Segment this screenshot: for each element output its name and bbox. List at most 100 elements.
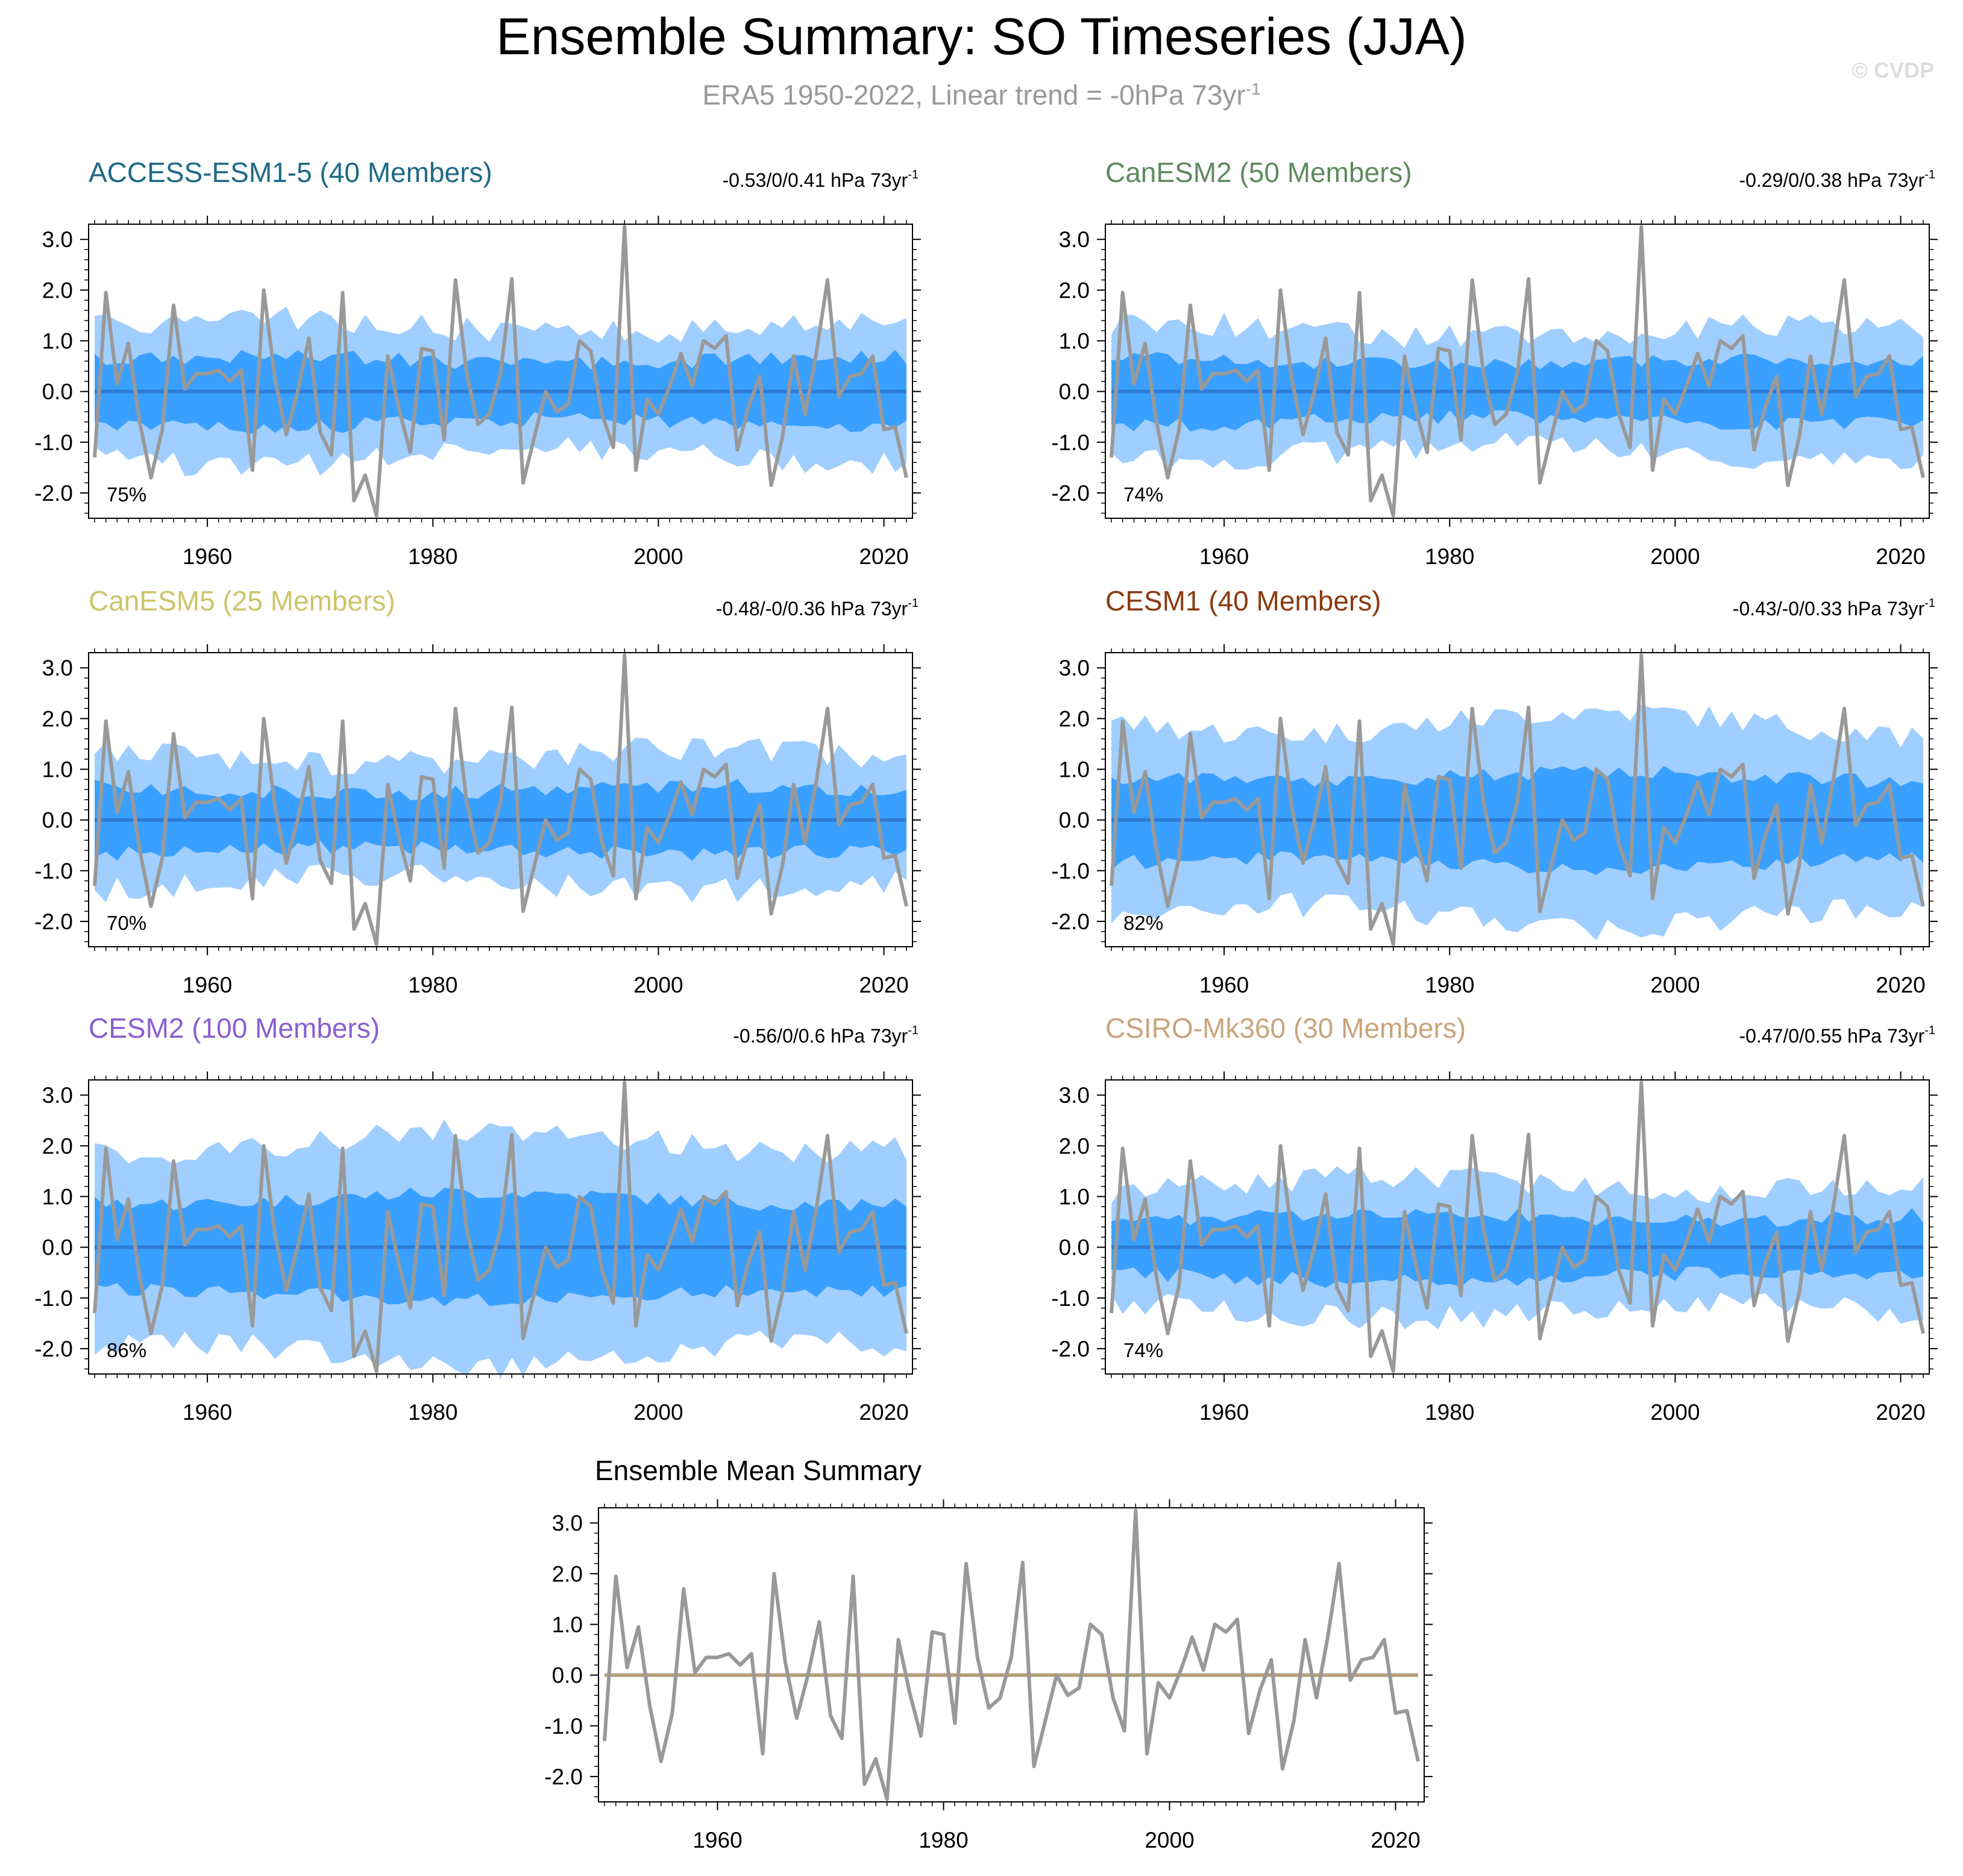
y-tick-label: 2.0 — [1059, 278, 1090, 303]
x-tick-label: 1980 — [919, 1828, 968, 1852]
y-tick-label: 3.0 — [552, 1511, 583, 1536]
observed-series-line — [93, 653, 908, 946]
y-tick-label: -1.0 — [34, 430, 73, 455]
y-tick-label: -1.0 — [1051, 1286, 1090, 1311]
plot-frame-top — [88, 1079, 913, 1375]
panel-percent: 86% — [107, 1339, 146, 1361]
plot-frame-top — [88, 652, 913, 947]
y-tick-label: -2.0 — [34, 481, 73, 506]
y-tick-label: -2.0 — [34, 909, 73, 934]
x-tick-label: 2020 — [1876, 544, 1925, 569]
plot-frame-top — [1105, 652, 1930, 947]
ensemble-panel: CESM1 (40 Members) -0.43/-0/0.33 hPa 73yr… — [1051, 585, 1938, 997]
panel-percent: 82% — [1123, 912, 1163, 934]
trend-text: -0.48/-0/0.36 hPa 73yr — [716, 598, 908, 620]
panel-title: CESM2 (100 Members) — [89, 1012, 380, 1044]
y-tick-label: 1.0 — [1059, 329, 1090, 354]
y-tick-label: 3.0 — [42, 227, 73, 252]
ensemble-panel: CanESM5 (25 Members) -0.48/-0/0.36 hPa 73… — [34, 585, 921, 997]
x-tick-label: 2000 — [1650, 1400, 1700, 1425]
y-tick-label: 2.0 — [42, 706, 73, 731]
y-tick-label: 0.0 — [1059, 808, 1090, 833]
y-tick-label: -1.0 — [1051, 859, 1090, 883]
y-tick-label: 1.0 — [1059, 758, 1090, 782]
observed-series-line — [93, 225, 908, 518]
x-tick-label: 2020 — [1876, 1400, 1925, 1425]
y-tick-label: 0.0 — [42, 380, 73, 404]
plot-frame-top — [1105, 224, 1930, 519]
ensemble-panel: CESM2 (100 Members) -0.56/0/0.6 hPa 73yr-… — [34, 1012, 921, 1425]
plot-frame-top — [1105, 1079, 1930, 1375]
y-tick-label: 3.0 — [1059, 656, 1090, 680]
trend-superscript: -1 — [1924, 168, 1935, 181]
plot-frame-top — [88, 224, 913, 519]
y-tick-label: -1.0 — [34, 859, 73, 883]
x-tick-label: 1980 — [408, 544, 457, 569]
x-tick-label: 1960 — [183, 1400, 232, 1425]
y-tick-label: -2.0 — [1051, 909, 1090, 934]
observed-series-line — [93, 1081, 908, 1373]
x-tick-label: 1980 — [408, 1400, 457, 1425]
y-tick-label: -2.0 — [1051, 1337, 1090, 1361]
observed-series-line — [1110, 1081, 1925, 1373]
x-tick-label: 2020 — [859, 544, 908, 569]
trend-superscript: -1 — [908, 597, 919, 610]
y-tick-label: 2.0 — [1059, 1134, 1090, 1158]
ensemble-panel: ACCESS-ESM1-5 (40 Members) -0.53/0/0.41 h… — [34, 157, 921, 569]
panel-trend: -0.29/0/0.38 hPa 73yr-1 — [1739, 168, 1935, 191]
x-tick-label: 1980 — [1425, 1400, 1474, 1425]
x-tick-label: 1980 — [408, 973, 457, 997]
y-tick-label: 3.0 — [42, 656, 73, 680]
panel-trend: -0.48/-0/0.36 hPa 73yr-1 — [716, 597, 919, 620]
y-tick-label: 3.0 — [1059, 227, 1090, 252]
y-tick-label: -2.0 — [34, 1337, 73, 1361]
y-tick-label: 3.0 — [42, 1083, 73, 1108]
panel-trend: -0.56/0/0.6 hPa 73yr-1 — [733, 1024, 919, 1047]
subtitle-superscript: -1 — [1245, 80, 1261, 98]
x-tick-label: 2000 — [1650, 544, 1700, 569]
panel-title: ACCESS-ESM1-5 (40 Members) — [89, 157, 492, 188]
panel-title: CanESM2 (50 Members) — [1105, 157, 1412, 188]
y-tick-label: 1.0 — [1059, 1185, 1090, 1209]
page-title: Ensemble Summary: SO Timeseries (JJA) — [496, 8, 1467, 66]
x-tick-label: 2020 — [1876, 973, 1925, 997]
panel-trend: -0.53/0/0.41 hPa 73yr-1 — [722, 168, 919, 191]
y-tick-label: 0.0 — [552, 1663, 583, 1688]
panel-trend: -0.47/0/0.55 hPa 73yr-1 — [1739, 1024, 1935, 1047]
page-subtitle: ERA5 1950-2022, Linear trend = -0hPa 73y… — [0, 79, 1963, 111]
x-tick-label: 2020 — [1371, 1828, 1420, 1852]
trend-superscript: -1 — [908, 1024, 919, 1037]
y-tick-label: 2.0 — [42, 1134, 73, 1158]
panel-percent: 74% — [1123, 483, 1163, 506]
x-tick-label: 1960 — [1199, 544, 1249, 569]
panel-title: CSIRO-Mk360 (30 Members) — [1105, 1012, 1466, 1044]
trend-text: -0.29/0/0.38 hPa 73yr — [1739, 169, 1924, 191]
panel-percent: 75% — [107, 483, 146, 506]
panel-percent: 74% — [1123, 1339, 1163, 1361]
x-tick-label: 1960 — [183, 544, 232, 569]
ensemble-panel: CanESM2 (50 Members) -0.29/0/0.38 hPa 73y… — [1051, 157, 1938, 569]
panel-title: CESM1 (40 Members) — [1105, 585, 1381, 616]
x-tick-label: 2000 — [633, 544, 683, 569]
trend-text: -0.53/0/0.41 hPa 73yr — [722, 169, 908, 191]
x-tick-label: 1960 — [183, 973, 232, 997]
panel-title: CanESM5 (25 Members) — [89, 585, 395, 616]
trend-superscript: -1 — [908, 168, 919, 181]
x-tick-label: 1960 — [1199, 973, 1249, 997]
panel-trend: -0.43/-0/0.33 hPa 73yr-1 — [1733, 597, 1935, 620]
panel-percent: 70% — [107, 912, 146, 934]
x-tick-label: 2000 — [633, 973, 683, 997]
y-tick-label: 2.0 — [1059, 706, 1090, 731]
y-tick-label: -2.0 — [544, 1765, 583, 1789]
y-tick-label: 0.0 — [1059, 1235, 1090, 1260]
y-tick-label: 1.0 — [42, 329, 73, 354]
x-tick-label: 1960 — [1199, 1400, 1249, 1425]
x-tick-label: 1980 — [1425, 973, 1474, 997]
y-tick-label: 0.0 — [42, 808, 73, 833]
y-tick-label: 1.0 — [552, 1613, 583, 1637]
copyright-watermark: © CVDP — [1852, 58, 1934, 83]
observed-series-line — [1110, 225, 1925, 518]
y-tick-label: 1.0 — [42, 758, 73, 782]
subtitle-text: ERA5 1950-2022, Linear trend = -0hPa 73y… — [702, 79, 1246, 111]
y-tick-label: -1.0 — [1051, 430, 1090, 455]
